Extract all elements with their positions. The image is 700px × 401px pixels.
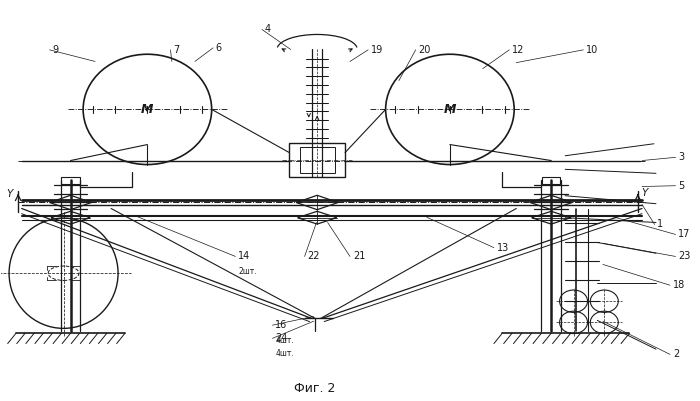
Text: 24: 24 [275, 333, 288, 343]
Text: 12: 12 [512, 45, 524, 55]
Text: M: M [141, 103, 154, 116]
Text: 2шт.: 2шт. [238, 267, 257, 276]
Text: 9: 9 [52, 45, 59, 55]
Text: 21: 21 [353, 251, 365, 261]
Text: 23: 23 [678, 251, 691, 261]
Text: 4шт.: 4шт. [275, 336, 294, 345]
Text: 16: 16 [275, 320, 288, 330]
Text: 7: 7 [174, 45, 179, 55]
Text: 18: 18 [673, 280, 685, 290]
Text: Фиг. 2: Фиг. 2 [295, 382, 336, 395]
Bar [300, 147, 335, 172]
Text: 3: 3 [678, 152, 685, 162]
Text: 19: 19 [371, 45, 383, 55]
Text: Y: Y [6, 189, 13, 199]
Text: 13: 13 [497, 243, 509, 253]
Bar [62, 177, 80, 184]
Text: 14: 14 [238, 251, 251, 261]
Bar [289, 143, 345, 177]
Text: 5: 5 [678, 181, 685, 191]
Text: 4шт.: 4шт. [275, 349, 294, 358]
Text: 10: 10 [586, 45, 598, 55]
Text: 4: 4 [265, 24, 271, 34]
Text: 2: 2 [673, 349, 679, 359]
Text: Y: Y [642, 188, 648, 198]
Bar [542, 177, 560, 184]
Text: M: M [444, 103, 456, 116]
Text: 17: 17 [678, 229, 691, 239]
Text: 6: 6 [216, 43, 222, 53]
Text: 1: 1 [657, 219, 664, 229]
Text: 22: 22 [307, 251, 320, 261]
Text: 20: 20 [419, 45, 430, 55]
